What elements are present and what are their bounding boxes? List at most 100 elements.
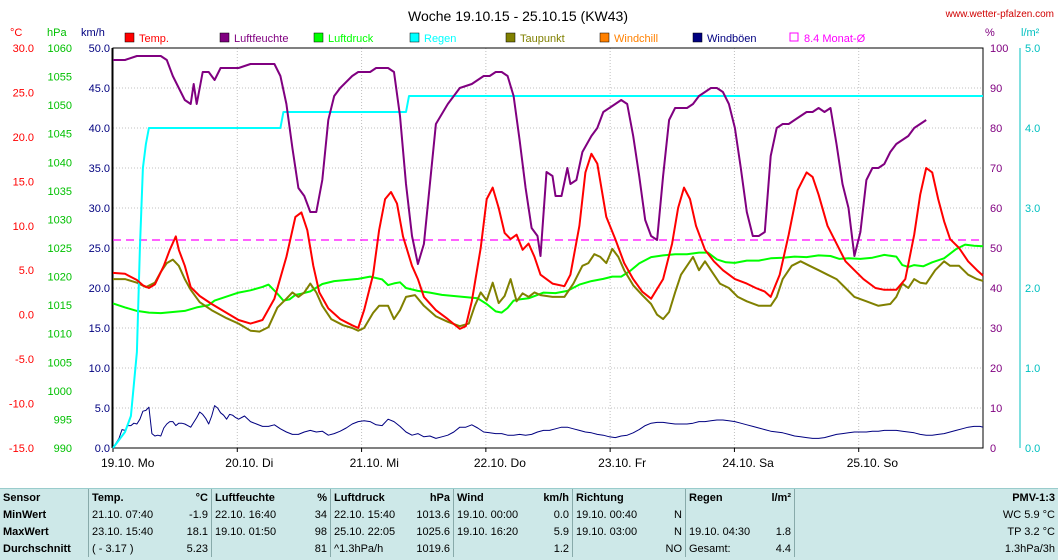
hum-tick-label: 30 [990, 323, 1002, 335]
summary-header-row: Sensor Temp. °C Luftfeuchte % Luftdruck … [0, 489, 1058, 506]
legend-swatch [410, 33, 419, 42]
series-lines [113, 56, 983, 448]
rain-tick-label: 5.0 [1025, 43, 1040, 55]
rain-time: 19.10. 04:30 [686, 523, 759, 540]
wind-tick-label: 40.0 [89, 123, 110, 135]
wind-value: 5.9 [534, 523, 573, 540]
temp-value: 5.23 [175, 540, 212, 557]
rain-value: 4.4 [758, 540, 795, 557]
chart-title: Woche 19.10.15 - 25.10.15 (KW43) [408, 8, 628, 24]
direction-time: 19.10. 03:00 [573, 523, 660, 540]
header-sensor: Sensor [0, 489, 89, 506]
temp-time: 21.10. 07:40 [89, 506, 176, 523]
press-tick-label: 1030 [48, 214, 72, 226]
legend-label: Regen [424, 33, 456, 45]
wind-tick-label: 20.0 [89, 283, 110, 295]
hum-tick-label: 70 [990, 163, 1002, 175]
temp-tick-label: 0.0 [19, 310, 34, 322]
legend-swatch [314, 33, 323, 42]
press-tick-label: 1025 [48, 243, 72, 255]
row-label: Durchschnitt [0, 540, 89, 557]
humidity-value: 81 [298, 540, 331, 557]
summary-row-min: MinWert 21.10. 07:40 -1.9 22.10. 16:40 3… [0, 506, 1058, 523]
press-tick-label: 1010 [48, 329, 72, 341]
humidity-time [212, 540, 299, 557]
legend-swatch [790, 33, 798, 41]
header-humidity: Luftfeuchte [212, 489, 299, 506]
temp-value: 18.1 [175, 523, 212, 540]
temp-tick-label: -10.0 [9, 399, 34, 411]
header-temp: Temp. [89, 489, 176, 506]
wind-tick-label: 0.0 [95, 443, 110, 455]
press-tick-label: 1055 [48, 72, 72, 84]
temp-tick-label: 5.0 [19, 265, 34, 277]
rain-tick-label: 1.0 [1025, 363, 1040, 375]
temp-tick-label: 10.0 [13, 221, 34, 233]
temp-tick-label: 25.0 [13, 87, 34, 99]
wind-tick-label: 10.0 [89, 363, 110, 375]
press-tick-label: 1050 [48, 100, 72, 112]
wind-time: 19.10. 00:00 [454, 506, 535, 523]
pmv-value: TP 3.2 °C [795, 523, 1058, 540]
wind-value: 0.0 [534, 506, 573, 523]
rain-value [758, 506, 795, 523]
press-tick-label: 1035 [48, 186, 72, 198]
legend-label: Taupunkt [520, 33, 565, 45]
header-rain: Regen [686, 489, 759, 506]
temp-tick-label: -5.0 [15, 354, 34, 366]
legend-label: 8.4 Monat-Ø [804, 33, 866, 45]
pressure-time: 25.10. 22:05 [331, 523, 412, 540]
row-label: MaxWert [0, 523, 89, 540]
x-tick-label: 25.10. So [847, 456, 899, 470]
rain-time: Gesamt: [686, 540, 759, 557]
hum-tick-label: 20 [990, 363, 1002, 375]
press-tick-label: 1000 [48, 386, 72, 398]
legend-swatch [220, 33, 229, 42]
header-pressure: Luftdruck [331, 489, 412, 506]
humidity-time: 22.10. 16:40 [212, 506, 299, 523]
pressure-time: 22.10. 15:40 [331, 506, 412, 523]
series-windben-line [113, 406, 983, 448]
temp-tick-label: 20.0 [13, 132, 34, 144]
humidity-time: 19.10. 01:50 [212, 523, 299, 540]
wind-tick-label: 50.0 [89, 43, 110, 55]
temp-tick-label: -15.0 [9, 443, 34, 455]
press-tick-label: 1015 [48, 300, 72, 312]
rain-tick-label: 2.0 [1025, 283, 1040, 295]
temp-unit-label: °C [10, 27, 22, 39]
header-wind-unit: km/h [534, 489, 573, 506]
pressure-time: ^1.3hPa/h [331, 540, 412, 557]
header-temp-unit: °C [175, 489, 212, 506]
wind-tick-label: 45.0 [89, 83, 110, 95]
wind-time [454, 540, 535, 557]
hum-tick-label: 90 [990, 83, 1002, 95]
wind-tick-label: 30.0 [89, 203, 110, 215]
legend-label: Windchill [614, 33, 658, 45]
source-link[interactable]: www.wetter-pfalzen.com [945, 9, 1054, 20]
direction-value: NO [659, 540, 686, 557]
wind-tick-label: 15.0 [89, 323, 110, 335]
wind-tick-label: 25.0 [89, 243, 110, 255]
wind-unit-label: km/h [81, 27, 105, 39]
hum-tick-label: 100 [990, 43, 1008, 55]
press-tick-label: 1045 [48, 129, 72, 141]
pmv-value: WC 5.9 °C [795, 506, 1058, 523]
x-tick-label: 24.10. Sa [722, 456, 774, 470]
legend-label: Luftdruck [328, 33, 374, 45]
rain-unit-label: l/m² [1021, 27, 1040, 39]
legend-label: Temp. [139, 33, 169, 45]
legend-swatch [125, 33, 134, 42]
hum-tick-label: 50 [990, 243, 1002, 255]
wind-time: 19.10. 16:20 [454, 523, 535, 540]
legend-label: Luftfeuchte [234, 33, 288, 45]
header-direction: Richtung [573, 489, 660, 506]
temp-time: ( - 3.17 ) [89, 540, 176, 557]
press-unit-label: hPa [47, 27, 67, 39]
pressure-value: 1013.6 [411, 506, 454, 523]
wind-value: 1.2 [534, 540, 573, 557]
x-tick-label: 19.10. Mo [101, 456, 155, 470]
humidity-value: 98 [298, 523, 331, 540]
legend-swatch [693, 33, 702, 42]
series-regen-line [113, 96, 983, 448]
legend-swatch [600, 33, 609, 42]
